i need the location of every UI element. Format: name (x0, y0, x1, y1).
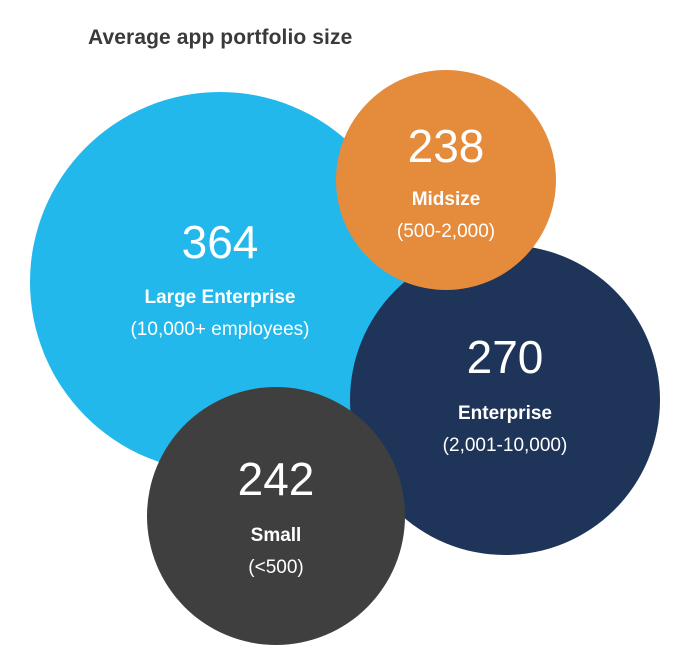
bubble-label-enterprise: Enterprise (458, 403, 552, 424)
bubble-sublabel-small: (<500) (248, 557, 303, 578)
bubble-circle-midsize (336, 70, 556, 290)
chart-title: Average app portfolio size (88, 26, 353, 49)
bubble-sublabel-enterprise: (2,001-10,000) (443, 435, 568, 456)
bubble-value-midsize: 238 (408, 120, 485, 172)
bubble-value-enterprise: 270 (467, 331, 544, 383)
bubble-small: 242 Small (<500) (147, 387, 405, 645)
bubble-circle-enterprise (350, 245, 660, 555)
bubble-sublabel-large-enterprise: (10,000+ employees) (130, 319, 309, 340)
bubble-sublabel-midsize: (500-2,000) (397, 221, 495, 242)
bubble-circle-large-enterprise (30, 92, 410, 472)
bubble-midsize: 238 Midsize (500-2,000) (336, 70, 556, 290)
bubble-label-small: Small (251, 525, 302, 546)
bubble-label-midsize: Midsize (412, 189, 481, 210)
bubble-circle-small (147, 387, 405, 645)
bubble-value-small: 242 (238, 453, 315, 505)
bubble-enterprise: 270 Enterprise (2,001-10,000) (350, 245, 660, 555)
bubble-large-enterprise: 364 Large Enterprise (10,000+ employees) (30, 92, 410, 472)
bubble-value-large-enterprise: 364 (182, 216, 259, 268)
bubble-label-large-enterprise: Large Enterprise (145, 287, 296, 308)
